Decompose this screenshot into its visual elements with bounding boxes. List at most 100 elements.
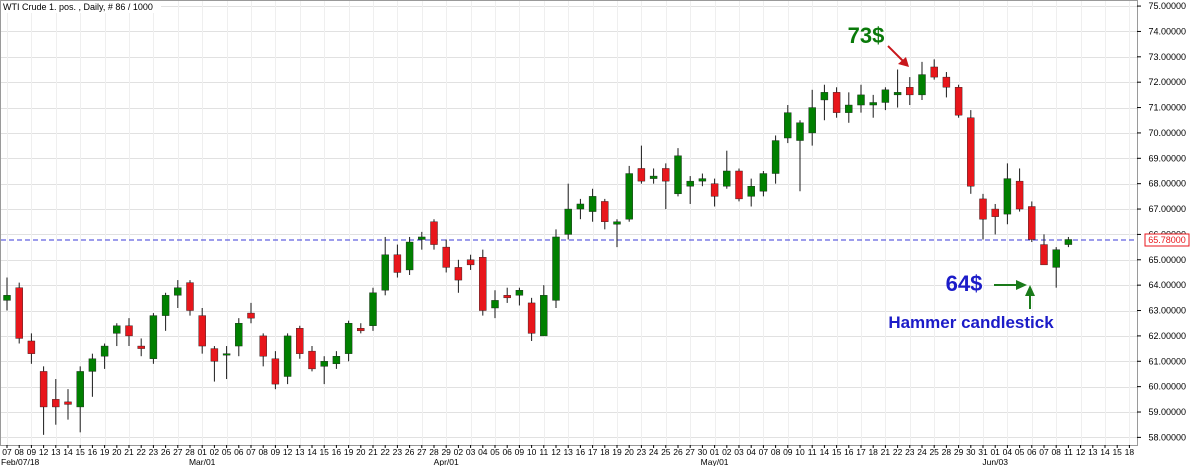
candle-body-down bbox=[259, 335, 267, 357]
x-month-label: Mar/01 bbox=[189, 457, 216, 466]
candle-body-down bbox=[979, 198, 987, 220]
hammer-up-arrowhead-icon bbox=[1025, 285, 1035, 296]
candle-body-up bbox=[515, 290, 524, 296]
candle-body-down bbox=[64, 401, 72, 405]
x-day-label: 26 bbox=[161, 447, 171, 457]
candle-body-down bbox=[1015, 180, 1024, 210]
hammer-candlestick-annotation: Hammer candlestick bbox=[888, 313, 1054, 332]
candle-body-up bbox=[918, 74, 926, 96]
candle-body-up bbox=[796, 122, 804, 141]
candle-body-down bbox=[271, 358, 280, 385]
candle-body-down bbox=[430, 221, 438, 245]
x-day-label: 15 bbox=[75, 447, 85, 457]
x-day-label: 16 bbox=[844, 447, 854, 457]
candle-body-up bbox=[588, 196, 597, 212]
y-tick-label: 67.00000 bbox=[1148, 204, 1186, 214]
x-day-label: 19 bbox=[100, 447, 110, 457]
candle-body-down bbox=[210, 348, 219, 362]
y-tick-label: 74.00000 bbox=[1148, 26, 1186, 36]
candle-body-down bbox=[503, 295, 511, 299]
x-day-label: 29 bbox=[441, 447, 451, 457]
candle-body-up bbox=[161, 295, 170, 316]
x-day-label: 28 bbox=[429, 447, 439, 457]
x-day-label: 27 bbox=[417, 447, 427, 457]
x-day-label: 11 bbox=[1064, 447, 1073, 457]
candle-body-up bbox=[405, 241, 414, 271]
x-day-label: 10 bbox=[527, 447, 537, 457]
x-day-label: 23 bbox=[393, 447, 403, 457]
x-axis: 07 08 09 12 13 14 15 16 19 20 21 22 23 26 27 28 01 02 05 06… bbox=[1, 445, 1134, 466]
peak-price-annotation: 73$ bbox=[848, 23, 885, 48]
candle-body-up bbox=[1003, 178, 1012, 215]
x-day-label: 15 bbox=[1112, 447, 1122, 457]
x-day-label: 15 bbox=[319, 447, 329, 457]
x-day-label: 01 bbox=[990, 447, 1000, 457]
y-tick-label: 69.00000 bbox=[1148, 153, 1186, 163]
x-day-label: 12 bbox=[39, 447, 49, 457]
candle-body-up bbox=[552, 236, 560, 301]
x-day-label: 25 bbox=[929, 447, 939, 457]
candle-body-up bbox=[369, 292, 377, 326]
candle-body-up bbox=[564, 208, 572, 235]
x-month-label: Feb/07/18 bbox=[1, 457, 40, 466]
x-day-label: 30 bbox=[698, 447, 708, 457]
x-day-label: 06 bbox=[1027, 447, 1037, 457]
current-price-tag bbox=[1144, 233, 1190, 247]
candle-body-down bbox=[52, 399, 60, 408]
x-day-label: 02 bbox=[722, 447, 732, 457]
x-day-label: 06 bbox=[502, 447, 512, 457]
x-day-label: 16 bbox=[88, 447, 98, 457]
y-tick-label: 61.00000 bbox=[1148, 356, 1186, 366]
low-right-arrowhead-icon bbox=[1016, 280, 1027, 290]
candle-body-up bbox=[540, 295, 548, 337]
window-title-group: WTI Crude 1. pos. , Daily, # 86 / 1000 bbox=[1, 1, 161, 13]
candle-body-down bbox=[247, 312, 255, 319]
candle-body-down bbox=[735, 170, 743, 200]
x-day-label: 14 bbox=[307, 447, 317, 457]
candle-body-down bbox=[296, 328, 304, 354]
x-day-label: 10 bbox=[795, 447, 805, 457]
candle-body-down bbox=[357, 328, 365, 332]
current-price-label: 65.78000 bbox=[1148, 235, 1186, 245]
candle-body-up bbox=[1052, 249, 1060, 268]
x-day-label: 09 bbox=[515, 447, 525, 457]
candle-body-up bbox=[845, 104, 853, 113]
candle-body-down bbox=[466, 259, 475, 266]
candle-body-down bbox=[601, 201, 609, 222]
x-day-label: 02 bbox=[454, 447, 464, 457]
candle-body-up bbox=[820, 92, 829, 101]
candle-body-up bbox=[100, 345, 109, 357]
candle-body-down bbox=[991, 208, 999, 217]
x-day-label: 26 bbox=[405, 447, 415, 457]
x-day-label: 17 bbox=[856, 447, 866, 457]
candle-body-up bbox=[491, 300, 499, 309]
candle-body-up bbox=[723, 170, 731, 187]
candle-body-up bbox=[613, 221, 621, 225]
candle-body-up bbox=[222, 353, 231, 356]
candle-body-down bbox=[942, 76, 951, 88]
candle-body-up bbox=[113, 325, 121, 334]
x-day-label: 08 bbox=[1051, 447, 1061, 457]
x-day-label: 12 bbox=[283, 447, 293, 457]
x-day-label: 25 bbox=[661, 447, 671, 457]
candle-body-up bbox=[3, 295, 11, 301]
candle-body-down bbox=[393, 254, 402, 273]
candle-body-up bbox=[149, 315, 158, 359]
low-price-annotation: 64$ bbox=[946, 271, 983, 296]
candle-body-down bbox=[637, 168, 646, 182]
x-day-label: 28 bbox=[185, 447, 195, 457]
candle-body-down bbox=[906, 87, 914, 96]
candle-body-down bbox=[527, 302, 536, 334]
candle-body-up bbox=[808, 107, 816, 134]
x-day-label: 23 bbox=[905, 447, 915, 457]
candle-body-up bbox=[686, 180, 694, 187]
peak-arrowhead-icon bbox=[898, 57, 909, 67]
x-day-label: 06 bbox=[234, 447, 244, 457]
x-day-label: 07 bbox=[2, 447, 12, 457]
candle-body-up bbox=[88, 358, 97, 372]
candle-body-up bbox=[235, 323, 243, 347]
candle-body-down bbox=[1028, 206, 1036, 240]
candle-body-down bbox=[39, 371, 48, 408]
